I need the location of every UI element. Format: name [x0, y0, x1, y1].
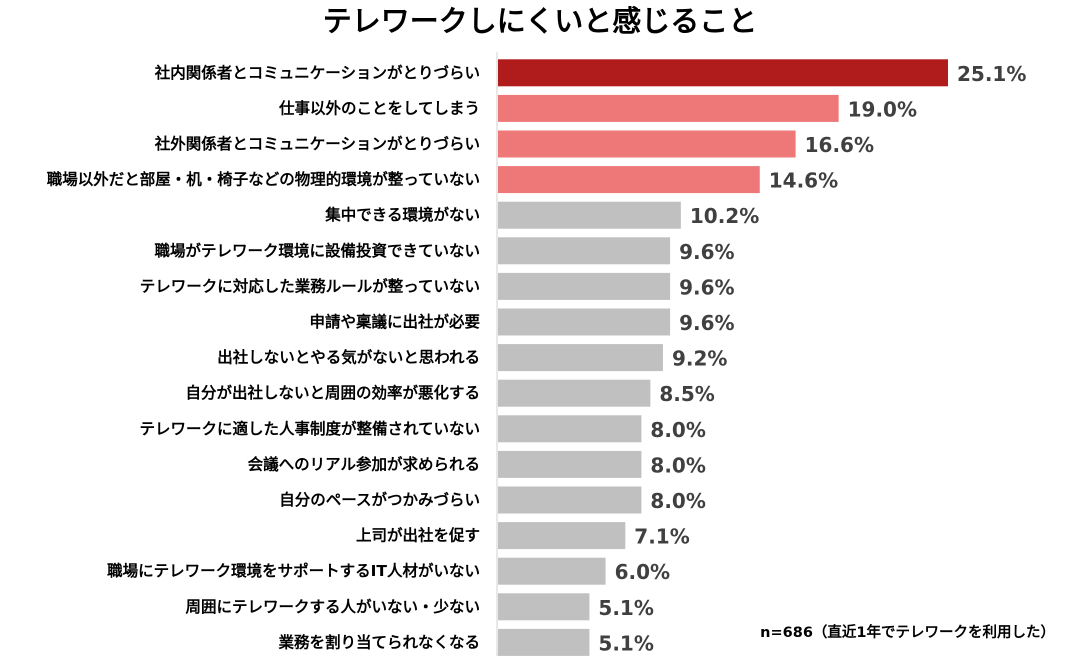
- bar: [498, 557, 606, 585]
- bar: [498, 130, 796, 158]
- bar: [498, 593, 590, 621]
- category-label: 集中できる環境がない: [324, 205, 480, 224]
- value-label: 9.6%: [679, 311, 734, 335]
- value-label: 5.1%: [598, 631, 653, 655]
- bar: [498, 201, 681, 229]
- bar: [498, 272, 671, 300]
- category-label: 申請や稟議に出社が必要: [309, 312, 480, 331]
- category-label: 職場にテレワーク環境をサポートするIT人材がいない: [107, 561, 480, 580]
- bars-group: 社内関係者とコミュニケーションがとりづらい 25.1% 仕事以外のことをしてしまう 1…: [47, 59, 1026, 656]
- bar: [498, 522, 626, 550]
- value-label: 9.6%: [679, 240, 734, 264]
- value-label: 6.0%: [615, 560, 670, 584]
- value-label: 7.1%: [634, 525, 689, 549]
- value-label: 8.0%: [650, 489, 705, 513]
- category-label: 仕事以外のことをしてしまう: [278, 98, 480, 117]
- category-label: 社外関係者とコミュニケーションがとりづらい: [154, 134, 480, 153]
- category-label: 職場以外だと部屋・机・椅子などの物理的環境が整っていない: [47, 170, 480, 189]
- bar: [498, 486, 642, 514]
- bar: [498, 415, 642, 443]
- chart-title: テレワークしにくいと感じること: [323, 4, 757, 38]
- category-label: テレワークに適した人事制度が整備されていない: [139, 419, 480, 438]
- bar: [498, 344, 663, 372]
- value-label: 8.5%: [659, 382, 714, 406]
- category-label: 会議へのリアル参加が求められる: [248, 454, 480, 473]
- sample-size-note: n=686（直近1年でテレワークを利用した）: [760, 623, 1055, 641]
- category-label: 出社しないとやる気がないと思われる: [217, 348, 480, 367]
- value-label: 10.2%: [690, 204, 759, 228]
- value-label: 16.6%: [805, 133, 874, 157]
- category-label: 業務を割り当てられなくなる: [277, 632, 480, 651]
- category-label: 社内関係者とコミュニケーションがとりづらい: [154, 63, 480, 82]
- bar: [498, 59, 948, 87]
- bar: [498, 450, 642, 478]
- value-label: 8.0%: [650, 453, 705, 477]
- category-label: 職場がテレワーク環境に設備投資できていない: [154, 241, 480, 260]
- category-label: 上司が出社を促す: [356, 526, 480, 545]
- value-label: 5.1%: [598, 596, 653, 620]
- bar: [498, 94, 839, 122]
- category-label: テレワークに対応した業務ルールが整っていない: [140, 276, 480, 295]
- value-label: 25.1%: [957, 62, 1026, 86]
- value-label: 9.6%: [679, 275, 734, 299]
- value-label: 14.6%: [769, 169, 838, 193]
- value-label: 9.2%: [672, 347, 727, 371]
- value-label: 19.0%: [848, 97, 917, 121]
- category-label: 自分が出社しないと周囲の効率が悪化する: [185, 383, 480, 402]
- bar: [498, 379, 651, 407]
- bar: [498, 166, 760, 194]
- category-label: 周囲にテレワークする人がいない・少ない: [185, 597, 480, 616]
- bar: [498, 628, 590, 656]
- bar: [498, 308, 671, 336]
- value-label: 8.0%: [650, 418, 705, 442]
- category-label: 自分のペースがつかみづらい: [279, 490, 480, 509]
- bar: [498, 237, 671, 265]
